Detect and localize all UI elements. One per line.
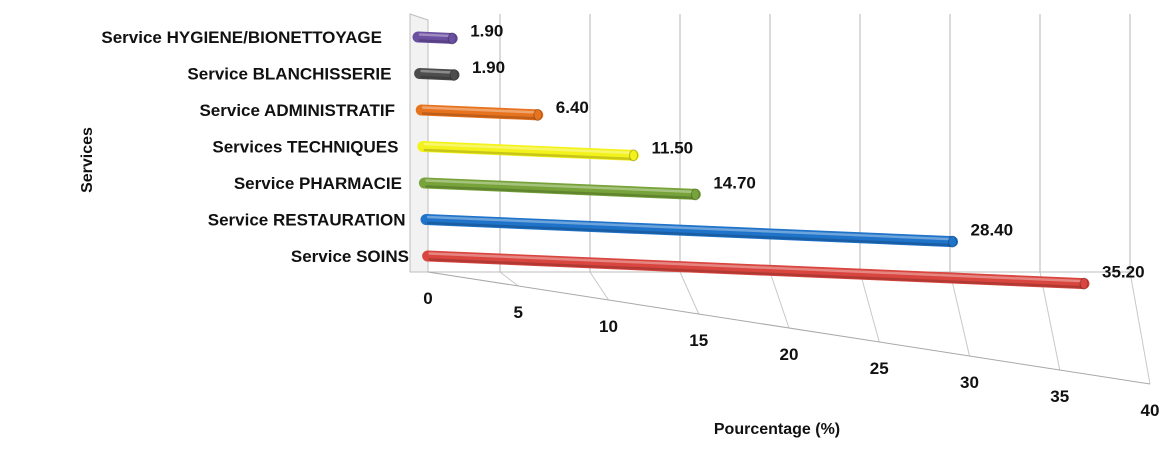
value-label: 28.40 — [971, 221, 1014, 240]
bar-end-cap — [1079, 277, 1089, 290]
floor-gridline — [1129, 271, 1151, 385]
bar-body — [412, 31, 458, 44]
value-label: 14.70 — [713, 173, 756, 192]
category-label: Service SOINS — [291, 247, 409, 266]
bar-end-cap — [948, 235, 958, 248]
y-axis-title: Services — [79, 127, 96, 193]
bar-end-cap — [629, 149, 639, 162]
bar-shade — [423, 148, 633, 161]
bar-body — [420, 214, 959, 248]
category-label: Services TECHNIQUES — [212, 138, 398, 157]
x-tick-label: 25 — [870, 359, 889, 378]
bar-end-cap — [690, 188, 700, 201]
bar-highlight — [418, 33, 452, 38]
floor-gridline — [499, 271, 519, 287]
value-label: 1.90 — [470, 21, 503, 40]
floor-gridline — [859, 271, 880, 343]
bar-highlight — [428, 252, 1084, 283]
bar-shade — [418, 39, 452, 44]
bar-5 — [418, 177, 701, 201]
x-axis-title: Pourcentage (%) — [714, 421, 840, 438]
bar-shade — [421, 112, 538, 120]
bar-end-cap — [533, 108, 543, 121]
bar-end-cap — [447, 32, 457, 45]
category-label: Service HYGIENE/BIONETTOYAGE — [101, 28, 382, 47]
floor-gridline — [679, 271, 700, 315]
floor-gridline — [589, 271, 609, 301]
bar-body — [417, 141, 640, 161]
bar-4 — [417, 141, 640, 162]
bar-body — [422, 250, 1090, 290]
floor-gridline — [769, 271, 790, 329]
x-tick-label: 30 — [960, 373, 979, 392]
bar-highlight — [423, 142, 633, 155]
value-label: 35.20 — [1102, 263, 1145, 282]
bar-6 — [420, 214, 959, 248]
x-tick-label: 20 — [780, 345, 799, 364]
bar-highlight — [420, 69, 454, 74]
bar-body — [414, 68, 460, 81]
bar-shade — [420, 75, 454, 80]
x-tick-label: 5 — [514, 303, 523, 322]
bar-body — [418, 177, 701, 200]
value-label: 11.50 — [652, 138, 694, 157]
floor-gridline — [1039, 271, 1061, 371]
bar-body — [415, 104, 544, 121]
x-tick-label: 35 — [1050, 387, 1069, 406]
bar-shade — [428, 258, 1084, 289]
category-label: Service BLANCHISSERIE — [187, 65, 391, 84]
category-label: Service PHARMACIE — [234, 174, 402, 193]
floor-gridline — [949, 271, 970, 357]
bar-1 — [412, 31, 458, 45]
x-tick-label: 40 — [1141, 401, 1159, 420]
category-label: Service RESTAURATION — [208, 211, 406, 230]
bar-shade — [426, 221, 952, 247]
bar-shade — [425, 185, 695, 200]
category-label: Service ADMINISTRATIF — [199, 101, 395, 120]
value-label: 1.90 — [472, 58, 505, 77]
bar-highlight — [421, 106, 538, 114]
bar-2 — [414, 68, 460, 81]
floor-front-edge — [427, 271, 1151, 385]
bar-highlight — [426, 215, 952, 241]
bar-3 — [415, 104, 544, 121]
bar-highlight — [425, 179, 695, 194]
bar-end-cap — [449, 68, 459, 81]
bar-7 — [422, 250, 1090, 290]
x-tick-label: 0 — [423, 289, 432, 308]
value-label: 6.40 — [556, 98, 589, 117]
x-tick-label: 10 — [599, 317, 618, 336]
x-tick-label: 15 — [689, 331, 708, 350]
